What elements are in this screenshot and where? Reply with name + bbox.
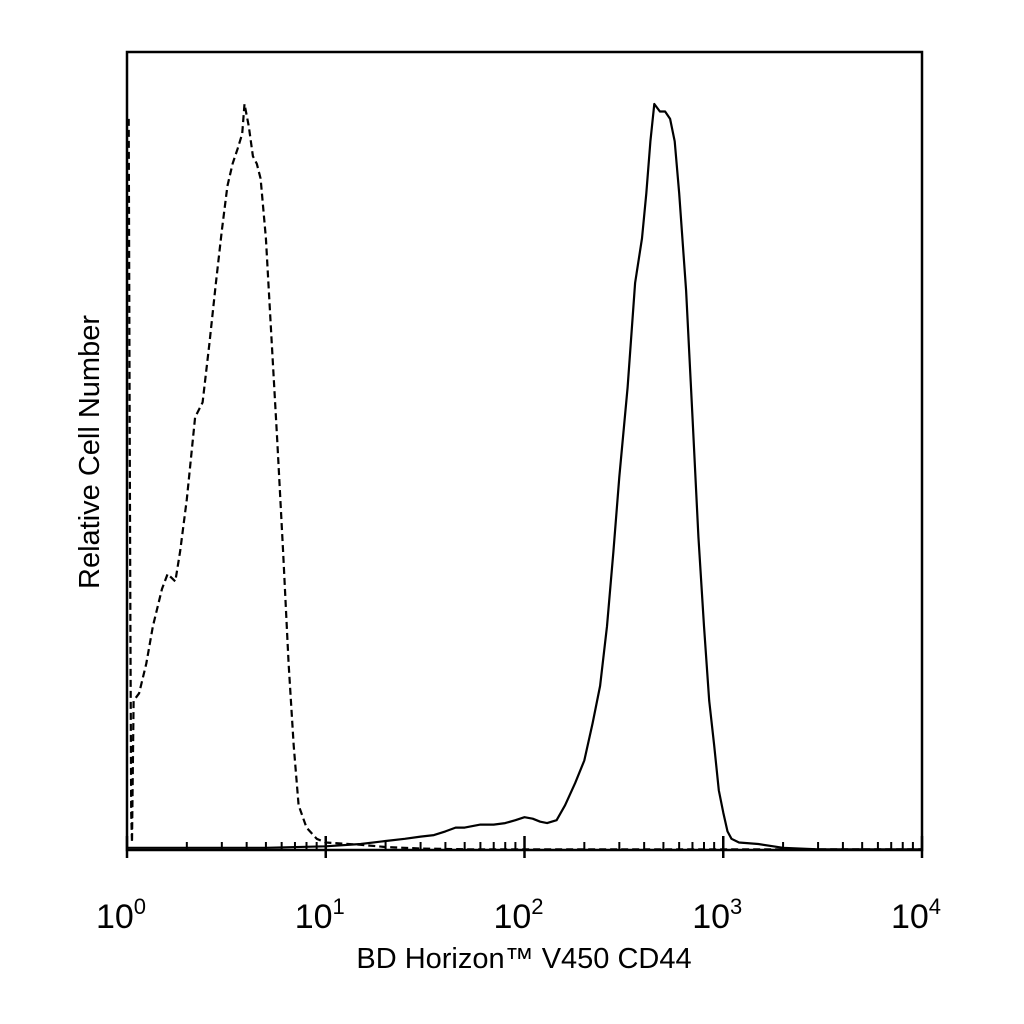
x-tick-label: 102: [493, 894, 543, 936]
x-axis-title: BD Horizon™ V450 CD44: [356, 943, 691, 975]
x-tick-label: 103: [692, 894, 742, 936]
x-tick-label: 104: [891, 894, 941, 936]
x-minor-ticks: [185, 842, 914, 850]
control-histogram-line: [127, 102, 922, 851]
x-tick-label: 100: [96, 894, 146, 936]
series-layer: [127, 102, 922, 851]
plot-frame: [125, 50, 924, 852]
x-tick-label: 101: [295, 894, 345, 936]
x-tick-labels: 100 101 102 103 104: [96, 894, 941, 936]
stained-histogram-line: [127, 102, 922, 851]
y-axis-title: Relative Cell Number: [74, 315, 106, 589]
